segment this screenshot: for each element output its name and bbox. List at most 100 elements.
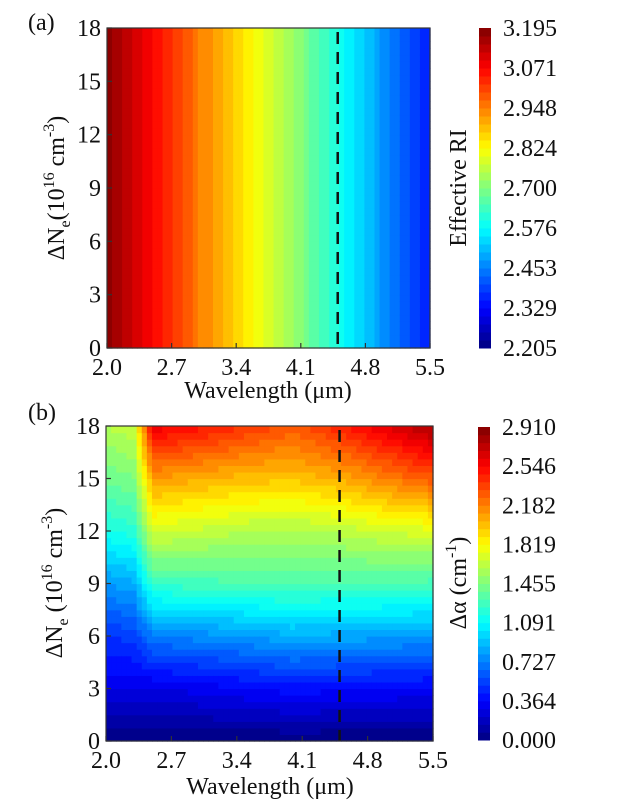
heatmap-cell — [218, 174, 224, 182]
heatmap-cell — [324, 34, 330, 42]
heatmap-cell — [329, 48, 335, 56]
heatmap-cell — [379, 234, 386, 242]
heatmap-cell — [112, 208, 118, 216]
heatmap-cell — [202, 261, 209, 269]
heatmap-cell — [268, 301, 275, 309]
heatmap-cell — [136, 655, 143, 663]
heatmap-cell — [268, 321, 275, 329]
heatmap-cell — [259, 517, 265, 526]
heatmap-cell — [116, 544, 122, 552]
heatmap-cell — [121, 583, 128, 591]
heatmap-cell — [379, 154, 386, 162]
heatmap-cell — [238, 94, 244, 102]
heatmap-cell — [136, 609, 143, 617]
heatmap-cell — [344, 214, 350, 222]
heatmap-cell — [364, 214, 371, 222]
heatmap-cell — [349, 81, 355, 89]
heatmap-cell — [289, 708, 296, 716]
heatmap-cell — [404, 34, 411, 42]
heatmap-cell — [289, 517, 296, 526]
heatmap-cell — [264, 478, 271, 486]
heatmap-cell — [404, 314, 411, 322]
heatmap-cell — [243, 609, 250, 617]
heatmap-cell — [203, 563, 209, 571]
heatmap-cell — [238, 636, 245, 644]
heatmap-cell — [162, 511, 168, 519]
heatmap-cell — [162, 281, 169, 289]
heatmap-cell — [137, 28, 143, 36]
heatmap-cell — [249, 636, 255, 644]
heatmap-cell — [146, 609, 153, 617]
heatmap-cell — [213, 688, 220, 696]
heatmap-cell — [238, 121, 244, 129]
heatmap-cell — [424, 168, 431, 176]
heatmap-cell — [359, 314, 365, 322]
heatmap-cell — [238, 557, 245, 565]
heatmap-cell — [354, 81, 360, 89]
heatmap-cell — [131, 485, 138, 493]
heatmap-cell — [248, 254, 254, 262]
heatmap-cell — [384, 281, 391, 289]
heatmap-cell — [187, 48, 194, 56]
heatmap-cell — [208, 465, 214, 473]
heatmap-cell — [278, 268, 285, 276]
heatmap-cell — [238, 668, 245, 676]
heatmap-cell — [364, 121, 371, 129]
heatmap-cell — [278, 274, 285, 282]
heatmap-cell — [264, 544, 271, 552]
heatmap-cell — [177, 662, 184, 670]
heatmap-cell — [344, 301, 350, 309]
heatmap-cell — [359, 94, 365, 102]
heatmap-cell — [141, 681, 148, 690]
colorbar-tick-label: 2.453 — [503, 256, 557, 282]
heatmap-cell — [107, 41, 113, 49]
heatmap-cell — [111, 432, 117, 440]
heatmap-cell — [354, 34, 360, 42]
heatmap-cell — [318, 288, 325, 296]
heatmap-cell — [212, 254, 219, 262]
heatmap-cell — [283, 168, 290, 176]
heatmap-cell — [121, 452, 128, 460]
heatmap-cell — [116, 452, 122, 460]
heatmap-cell — [394, 148, 401, 156]
heatmap-cell — [273, 61, 280, 69]
heatmap-cell — [207, 261, 214, 269]
heatmap-cell — [152, 274, 159, 282]
heatmap-cell — [289, 688, 296, 696]
heatmap-cell — [284, 603, 291, 611]
heatmap-cell — [339, 54, 345, 62]
heatmap-cell — [329, 134, 335, 142]
heatmap-cell — [303, 281, 310, 289]
heatmap-cell — [238, 537, 245, 545]
heatmap-cell — [268, 101, 275, 109]
heatmap-cell — [197, 681, 204, 690]
heatmap-cell — [303, 101, 310, 109]
heatmap-cell — [112, 314, 118, 322]
heatmap-cell — [264, 511, 271, 519]
heatmap-cell — [298, 168, 305, 176]
heatmap-cell — [141, 721, 148, 729]
heatmap-cell — [228, 121, 234, 129]
heatmap-cell — [121, 616, 128, 624]
heatmap-cell — [419, 48, 426, 56]
heatmap-cell — [132, 234, 138, 242]
heatmap-cell — [223, 583, 230, 591]
heatmap-cell — [318, 268, 325, 276]
heatmap-cell — [354, 54, 360, 62]
heatmap-cell — [364, 221, 371, 229]
heatmap-cell — [121, 721, 128, 729]
heatmap-cell — [151, 590, 158, 598]
heatmap-cell — [238, 188, 244, 196]
heatmap-cell — [142, 168, 148, 176]
heatmap-cell — [106, 688, 112, 696]
heatmap-cell — [254, 675, 260, 683]
heatmap-cell — [424, 88, 431, 96]
heatmap-cell — [142, 274, 148, 282]
heatmap-cell — [313, 228, 320, 236]
heatmap-cell — [228, 642, 235, 650]
heatmap-cell — [106, 681, 112, 690]
heatmap-cell — [409, 174, 416, 182]
heatmap-cell — [283, 228, 290, 236]
heatmap-cell — [218, 148, 224, 156]
heatmap-cell — [404, 161, 411, 169]
